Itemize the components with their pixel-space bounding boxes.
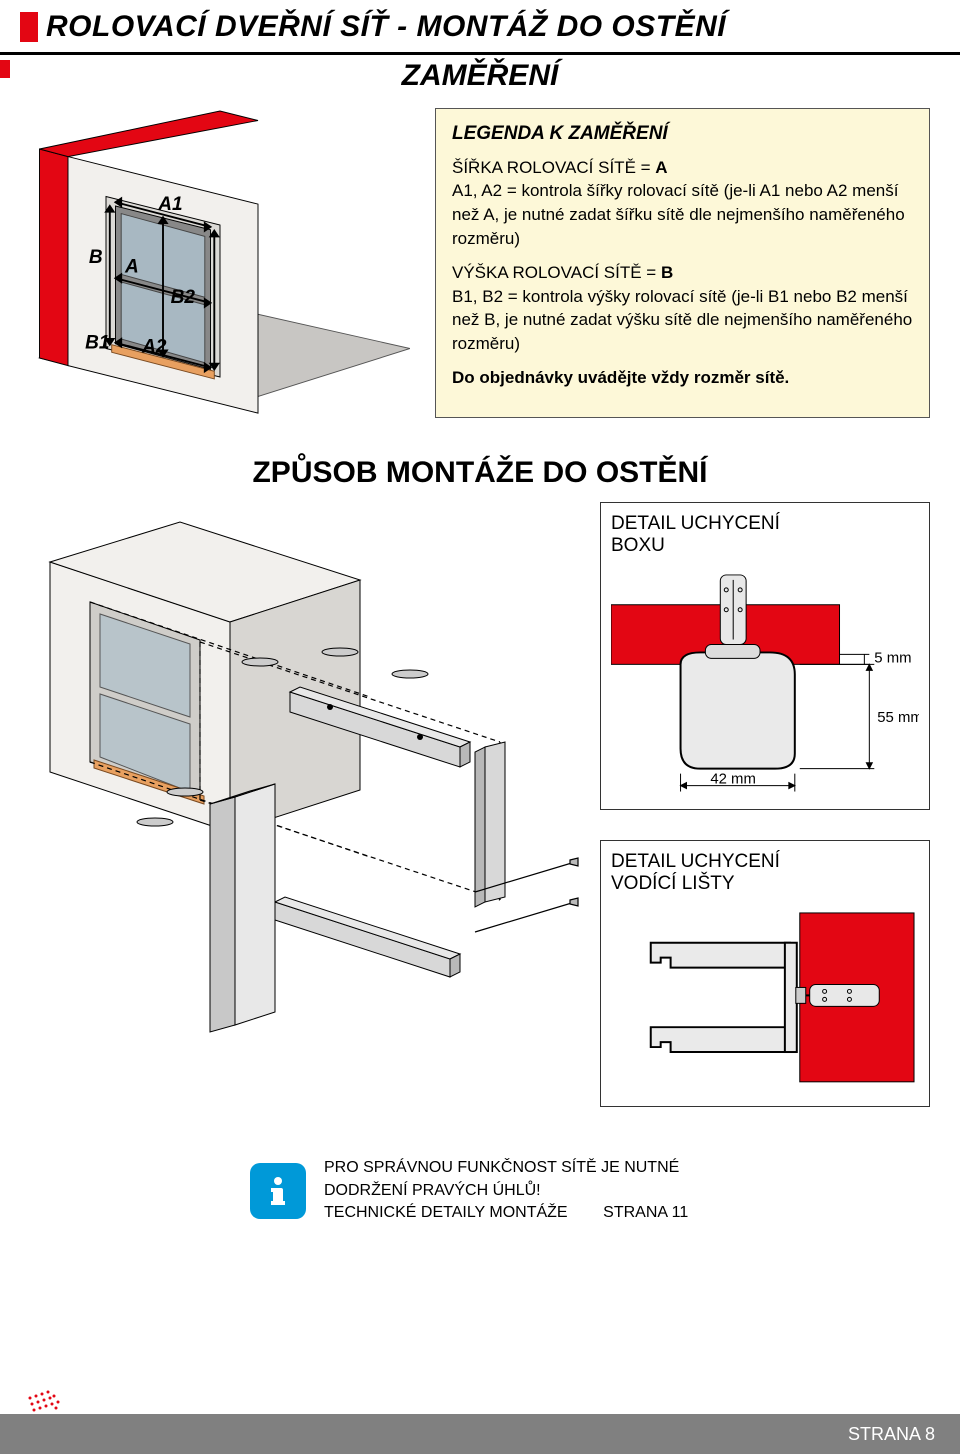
page-footer: STRANA 8	[0, 1414, 960, 1454]
label-a: A	[124, 257, 139, 278]
label-b2: B2	[171, 287, 196, 308]
page-subtitle: ZAMĚŘENÍ	[0, 59, 960, 93]
title-marker	[20, 12, 38, 42]
detail2-t1: DETAIL UCHYCENÍ	[611, 851, 780, 872]
detail1-t2: BOXU	[611, 535, 665, 556]
detail-box-1: DETAIL UCHYCENÍ BOXU	[600, 502, 930, 810]
legend-l2: A1, A2 = kontrola šířky rolovací sítě (j…	[452, 181, 905, 248]
info-l3b: STRANA 11	[603, 1204, 688, 1221]
exploded-diagram	[30, 502, 590, 1062]
page: ROLOVACÍ DVEŘNÍ SÍŤ - MONTÁŽ DO OSTĚNÍ Z…	[0, 0, 960, 1454]
info-l1: PRO SPRÁVNOU FUNKČNOST SÍTĚ JE NUTNÉ	[324, 1157, 688, 1179]
side-marker	[0, 60, 10, 78]
mid-section: DETAIL UCHYCENÍ BOXU	[0, 502, 960, 1254]
detail1-svg: 5 mm 55 mm 42 mm	[611, 565, 919, 794]
title-bar: ROLOVACÍ DVEŘNÍ SÍŤ - MONTÁŽ DO OSTĚNÍ	[0, 0, 960, 55]
legend-l3b: B	[661, 263, 673, 282]
legend-l1: ŠÍŘKA ROLOVACÍ SÍTĚ =	[452, 158, 655, 177]
dim-55mm: 55 mm	[877, 710, 919, 726]
dim-5mm: 5 mm	[874, 650, 911, 666]
dim-42mm: 42 mm	[710, 772, 756, 788]
detail2-title: DETAIL UCHYCENÍ VODÍCÍ LIŠTY	[611, 851, 919, 895]
label-b: B	[89, 247, 103, 268]
detail1-t1: DETAIL UCHYCENÍ	[611, 513, 780, 534]
label-b1: B1	[85, 333, 109, 354]
section-heading: ZPŮSOB MONTÁŽE DO OSTĚNÍ	[0, 456, 960, 490]
legend-p1: ŠÍŘKA ROLOVACÍ SÍTĚ = A A1, A2 = kontrol…	[452, 156, 913, 251]
info-l2: DODRŽENÍ PRAVÝCH ÚHLŮ!	[324, 1180, 688, 1202]
legend-l4: B1, B2 = kontrola výšky rolovací sítě (j…	[452, 287, 912, 354]
label-a1: A1	[157, 194, 182, 215]
label-a2: A2	[141, 336, 167, 357]
detail2-svg	[611, 903, 919, 1092]
legend-box: LEGENDA K ZAMĚŘENÍ ŠÍŘKA ROLOVACÍ SÍTĚ =…	[435, 108, 930, 418]
info-icon	[250, 1163, 306, 1219]
legend-p2: VÝŠKA ROLOVACÍ SÍTĚ = B B1, B2 = kontrol…	[452, 261, 913, 356]
page-title: ROLOVACÍ DVEŘNÍ SÍŤ - MONTÁŽ DO OSTĚNÍ	[46, 10, 726, 44]
detail2-t2: VODÍCÍ LIŠTY	[611, 873, 735, 894]
info-l3: TECHNICKÉ DETAILY MONTÁŽE STRANA 11	[324, 1202, 688, 1224]
info-l3a: TECHNICKÉ DETAILY MONTÁŽE	[324, 1204, 568, 1221]
footer-text: STRANA 8	[848, 1424, 935, 1445]
measurement-diagram: A1 A A2 B B1 B2	[30, 108, 410, 418]
legend-l3: VÝŠKA ROLOVACÍ SÍTĚ =	[452, 263, 661, 282]
legend-p3: Do objednávky uvádějte vždy rozměr sítě.	[452, 366, 913, 390]
detail1-title: DETAIL UCHYCENÍ BOXU	[611, 513, 919, 557]
detail-box-2: DETAIL UCHYCENÍ VODÍCÍ LIŠTY	[600, 840, 930, 1108]
info-text: PRO SPRÁVNOU FUNKČNOST SÍTĚ JE NUTNÉ DOD…	[324, 1157, 688, 1224]
top-section: A1 A A2 B B1 B2 LEGENDA K ZAMĚŘENÍ ŠÍŘKA…	[0, 93, 960, 438]
legend-title: LEGENDA K ZAMĚŘENÍ	[452, 121, 913, 148]
info-row: PRO SPRÁVNOU FUNKČNOST SÍTĚ JE NUTNÉ DOD…	[30, 1127, 930, 1254]
legend-l1b: A	[655, 158, 667, 177]
